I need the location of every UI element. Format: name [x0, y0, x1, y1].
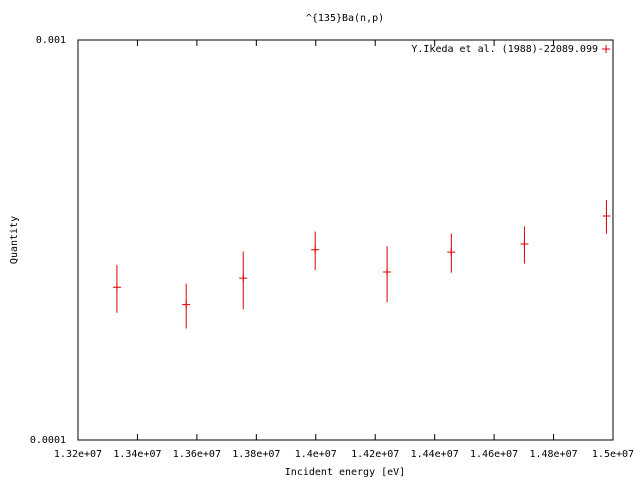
point [383, 268, 392, 277]
legend-marker [602, 45, 610, 53]
legend-label: Y.Ikeda et al. (1988)-22089.099 [411, 44, 598, 55]
point [447, 248, 456, 257]
y-tick-label: 0.0001 [30, 435, 66, 446]
y-tick-label: 0.001 [36, 35, 66, 46]
x-tick-label: 1.36e+07 [173, 449, 221, 460]
x-tick-label: 1.5e+07 [592, 449, 634, 460]
x-axis-label: Incident energy [eV] [285, 467, 405, 478]
point [520, 240, 529, 249]
chart-title: ^{135}Ba(n,p) [306, 13, 384, 24]
point [112, 283, 121, 292]
x-tick-label: 1.44e+07 [411, 449, 459, 460]
point [239, 274, 248, 283]
x-tick-label: 1.32e+07 [54, 449, 102, 460]
point [182, 300, 191, 309]
x-tick-label: 1.4e+07 [295, 449, 337, 460]
x-tick-label: 1.46e+07 [470, 449, 518, 460]
point [311, 245, 320, 254]
x-tick-label: 1.48e+07 [529, 449, 577, 460]
point [602, 212, 611, 221]
x-tick-label: 1.42e+07 [351, 449, 399, 460]
y-axis-label: Quantity [9, 216, 20, 264]
x-tick-label: 1.38e+07 [232, 449, 280, 460]
x-tick-label: 1.34e+07 [113, 449, 161, 460]
plot-frame [77, 39, 614, 441]
